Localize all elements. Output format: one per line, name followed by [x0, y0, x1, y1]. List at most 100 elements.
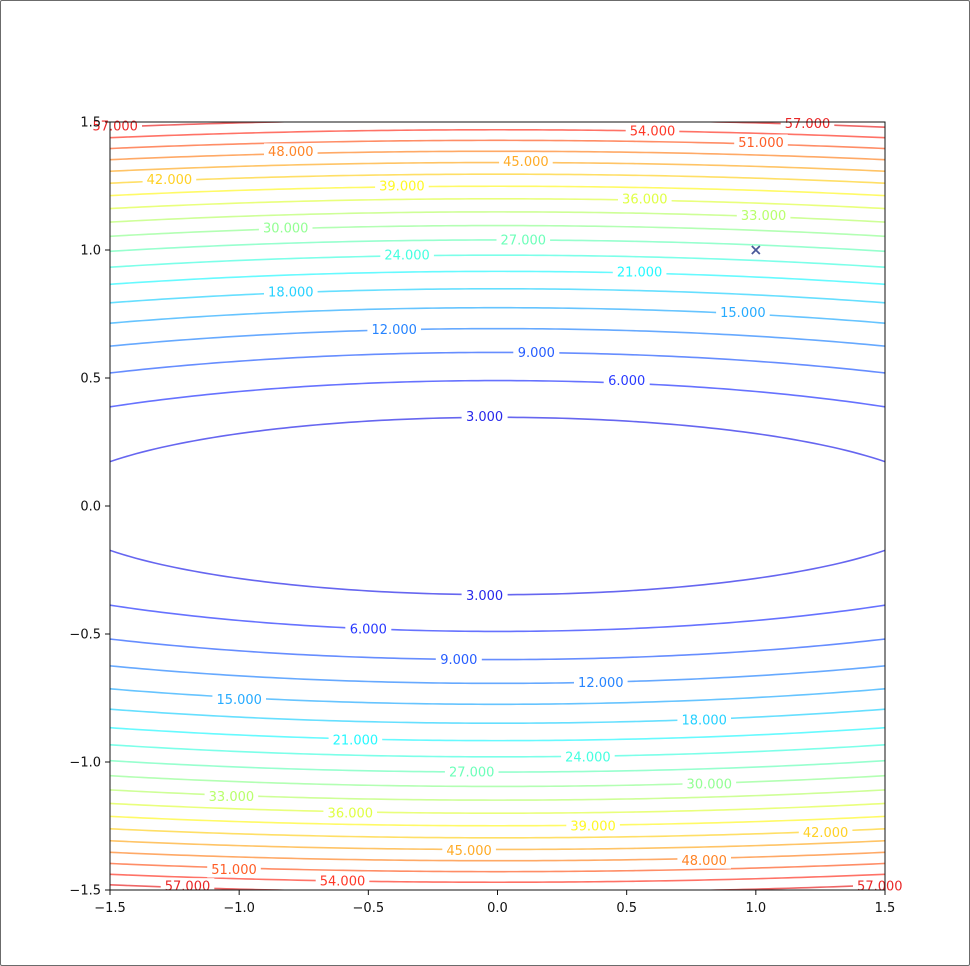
contour-label-bg [682, 775, 737, 792]
contour-label-bg [380, 247, 434, 264]
contour-line-39-upper [110, 185, 885, 197]
contour-label-48: 48.000 [681, 854, 727, 869]
contour-label-bg [442, 842, 496, 859]
contour-label-45: 45.000 [446, 844, 492, 859]
x-tick-label: 0.0 [487, 901, 508, 916]
contour-label-bg [204, 788, 259, 805]
contour-line-9-upper [110, 351, 885, 374]
contour-label-bg [207, 861, 261, 878]
contour-label-bg [461, 408, 508, 425]
contour-label-bg [566, 818, 620, 834]
contour-label-48: 48.000 [268, 145, 314, 160]
contour-label-bg [435, 651, 482, 668]
contour-label-57: 57.000 [785, 117, 831, 132]
contour-lines [110, 122, 885, 890]
contour-label-bg [323, 805, 377, 822]
contour-label-36: 36.000 [328, 807, 374, 822]
contour-label-bg [736, 207, 791, 224]
contour-line-45-lower [110, 839, 885, 851]
y-tick-label: −0.5 [69, 628, 101, 643]
contour-label-bg [367, 321, 421, 338]
contour-line-18-upper [110, 287, 885, 304]
contour-label-bg [264, 143, 318, 160]
y-tick-label: 0.5 [80, 372, 101, 387]
contour-label-bg [513, 344, 560, 361]
contour-label-bg [375, 178, 429, 194]
contour-label-33: 33.000 [741, 209, 787, 224]
contour-label-bg [625, 123, 680, 139]
contour-label-33: 33.000 [209, 790, 255, 805]
contour-label-bg [574, 674, 628, 691]
marker-x [751, 245, 761, 255]
contour-line-57-lower [110, 884, 885, 890]
contour-label-bg [780, 115, 835, 132]
contour-labels: 3.000 3.000 6.000 6.000 9.000 9.000 12.000 12.0… [88, 115, 907, 895]
contour-label-54: 54.000 [320, 875, 366, 890]
contour-line-42-lower [110, 828, 885, 839]
contour-label-57: 57.000 [857, 880, 903, 895]
contour-label-24: 24.000 [384, 249, 430, 264]
contour-label-39: 39.000 [379, 180, 425, 195]
contour-line-30-upper [110, 224, 885, 238]
contour-label-21: 21.000 [617, 265, 663, 280]
contour-label-bg [496, 231, 551, 248]
x-axis: −1.5 −1.0 −0.5 0.0 0.5 1.0 1.5 [94, 890, 895, 916]
x-tick-label: −0.5 [353, 901, 385, 916]
contour-label-bg [716, 304, 770, 321]
contour-line-6-lower [110, 604, 885, 633]
contour-line-36-lower [110, 802, 885, 814]
contour-line-12-lower [110, 665, 885, 685]
contour-label-57: 57.000 [92, 119, 138, 134]
contour-label-12: 12.000 [371, 323, 417, 338]
contour-label-3: 3.000 [466, 410, 503, 425]
contour-label-bg [315, 873, 370, 889]
contour-line-6-upper [110, 379, 885, 408]
contour-label-42: 42.000 [803, 826, 849, 841]
contour-label-57: 57.000 [165, 880, 211, 895]
contour-label-bg [677, 711, 731, 728]
contour-line-54-lower [110, 873, 885, 884]
contour-label-bg [734, 134, 788, 151]
contour-label-36: 36.000 [622, 192, 668, 207]
contour-label-24: 24.000 [565, 750, 611, 765]
contour-label-3: 3.000 [466, 589, 503, 604]
contour-label-51: 51.000 [211, 863, 257, 878]
contour-label-9: 9.000 [440, 653, 477, 668]
contour-line-21-lower [110, 726, 885, 742]
y-axis: −1.5 −1.0 −0.5 0.0 0.5 1.0 1.5 [69, 116, 110, 899]
contour-line-48-upper [110, 150, 885, 161]
contour-label-bg [264, 284, 318, 301]
contour-line-9-lower [110, 638, 885, 661]
contour-line-12-upper [110, 327, 885, 347]
contour-label-bg [444, 764, 499, 781]
contour-line-21-upper [110, 270, 885, 286]
contour-label-bg [461, 587, 508, 604]
y-tick-label: −1.5 [69, 884, 101, 899]
contour-line-30-lower [110, 774, 885, 788]
contour-label-bg [561, 748, 615, 765]
contour-label-18: 18.000 [268, 286, 314, 301]
contour-line-39-lower [110, 815, 885, 827]
contour-label-9: 9.000 [518, 346, 555, 361]
y-tick-label: 1.0 [80, 244, 101, 259]
contour-label-bg [798, 824, 853, 841]
contour-label-45: 45.000 [503, 155, 549, 170]
contour-label-42: 42.000 [147, 173, 193, 188]
contour-label-51: 51.000 [738, 136, 784, 151]
contour-line-36-upper [110, 198, 885, 210]
contour-line-48-lower [110, 851, 885, 862]
contour-line-24-lower [110, 743, 885, 758]
contour-label-21: 21.000 [333, 734, 379, 749]
y-tick-label: 1.5 [80, 116, 101, 131]
contour-label-27: 27.000 [449, 766, 495, 781]
contour-label-15: 15.000 [720, 306, 766, 321]
contour-label-27: 27.000 [501, 233, 547, 248]
contour-line-18-lower [110, 708, 885, 725]
x-tick-label: 0.5 [616, 901, 637, 916]
contour-line-54-upper [110, 128, 885, 139]
x-tick-label: −1.5 [94, 901, 126, 916]
contour-label-30: 30.000 [687, 777, 733, 792]
contour-label-bg [499, 153, 553, 170]
contour-label-30: 30.000 [263, 222, 309, 237]
contour-label-54: 54.000 [630, 125, 676, 140]
